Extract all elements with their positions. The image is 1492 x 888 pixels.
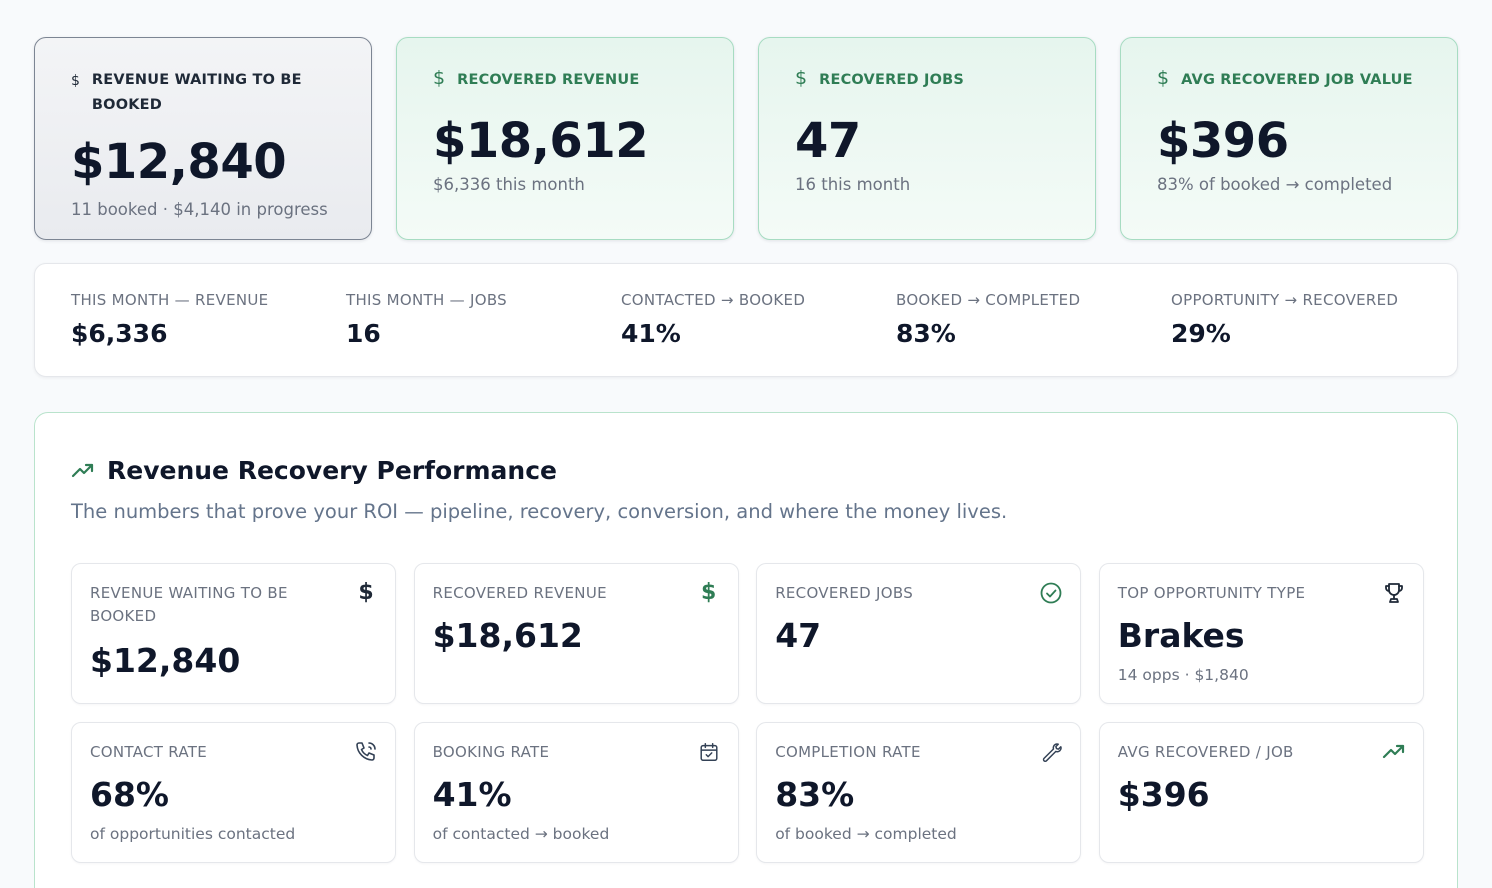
- stat-label: OPPORTUNITY → RECOVERED: [1171, 291, 1399, 309]
- hero-card-subtext: 83% of booked → completed: [1157, 175, 1393, 194]
- stat-this-month-jobs: THIS MONTH — JOBS 16: [346, 289, 621, 376]
- dollar-icon: $: [433, 67, 446, 89]
- dollar-icon: $: [1157, 67, 1170, 89]
- stat-value: $6,336: [71, 319, 168, 348]
- hero-card-label: RECOVERED JOBS: [819, 72, 965, 88]
- stat-value: 16: [346, 319, 381, 348]
- phone-icon: [353, 739, 379, 765]
- metric-value: $18,612: [432, 616, 583, 655]
- metric-value: $12,840: [90, 641, 241, 680]
- metric-subtext: 14 opps · $1,840: [1117, 666, 1249, 684]
- metric-card-grid: REVENUE WAITING TO BE BOOKED $12,840 $ R…: [71, 563, 1424, 863]
- stat-label: THIS MONTH — REVENUE: [71, 291, 269, 309]
- stat-booked-completed: BOOKED → COMPLETED 83%: [896, 289, 1171, 376]
- hero-card-recovered-revenue[interactable]: $ RECOVERED REVENUE $18,612 $6,336 this …: [396, 37, 734, 240]
- hero-card-header: $ AVG RECOVERED JOB VALUE: [1157, 67, 1423, 93]
- metric-card-top-opportunity-type[interactable]: TOP OPPORTUNITY TYPE Brakes 14 opps · $1…: [1098, 563, 1424, 704]
- metric-card-booking-rate[interactable]: BOOKING RATE 41% of contacted → booked: [413, 722, 739, 863]
- hero-card-recovered-jobs[interactable]: $ RECOVERED JOBS 47 16 this month: [758, 37, 1096, 240]
- stat-label: BOOKED → COMPLETED: [896, 291, 1081, 309]
- trending-up-icon: [71, 463, 94, 478]
- metric-subtext: of opportunities contacted: [90, 825, 296, 843]
- metric-value: 47: [775, 616, 822, 655]
- stat-label: THIS MONTH — JOBS: [346, 291, 507, 309]
- metric-value: 83%: [775, 775, 855, 814]
- calendar-check-icon: [696, 739, 722, 765]
- hero-card-header: $ RECOVERED REVENUE: [433, 67, 699, 93]
- hero-card-value: $396: [1157, 113, 1289, 169]
- metric-card-recovered-jobs[interactable]: RECOVERED JOBS 47: [756, 563, 1082, 704]
- stat-contacted-booked: CONTACTED → BOOKED 41%: [621, 289, 896, 376]
- stat-value: 29%: [1171, 319, 1231, 348]
- dollar-icon: $: [795, 67, 808, 89]
- hero-card-label: REVENUE WAITING TO BE BOOKED: [91, 72, 302, 113]
- dollar-icon: $: [358, 580, 374, 605]
- metric-label: COMPLETION RATE: [775, 743, 921, 761]
- stat-this-month-revenue: THIS MONTH — REVENUE $6,336: [71, 289, 346, 376]
- stat-value: 41%: [621, 319, 681, 348]
- stat-label: CONTACTED → BOOKED: [621, 291, 806, 309]
- wrench-icon: [1038, 739, 1064, 765]
- metric-label: RECOVERED REVENUE: [432, 584, 607, 602]
- trophy-icon: [1381, 580, 1407, 606]
- metric-card-revenue-waiting[interactable]: REVENUE WAITING TO BE BOOKED $12,840 $: [71, 563, 396, 704]
- dollar-green-icon: $: [700, 580, 717, 605]
- dollar-icon: $: [71, 73, 80, 89]
- trending-up-icon: [1381, 739, 1407, 765]
- panel-subtitle: The numbers that prove your ROI — pipeli…: [71, 500, 1008, 523]
- metric-subtext: of contacted → booked: [432, 825, 610, 843]
- metric-value: 41%: [432, 775, 512, 814]
- hero-card-label: RECOVERED REVENUE: [457, 72, 640, 88]
- revenue-recovery-performance-panel: Revenue Recovery Performance The numbers…: [34, 412, 1458, 888]
- panel-header: Revenue Recovery Performance: [71, 455, 557, 487]
- metric-value: $396: [1117, 775, 1210, 814]
- panel-title: Revenue Recovery Performance: [107, 456, 557, 485]
- metric-label: AVG RECOVERED / JOB: [1117, 743, 1294, 761]
- metric-card-completion-rate[interactable]: COMPLETION RATE 83% of booked → complete…: [756, 722, 1082, 863]
- hero-card-subtext: $6,336 this month: [433, 175, 585, 194]
- metric-subtext: of booked → completed: [775, 825, 957, 843]
- metric-card-recovered-revenue[interactable]: RECOVERED REVENUE $18,612 $: [413, 563, 739, 704]
- metric-label: BOOKING RATE: [432, 743, 550, 761]
- hero-card-revenue-waiting[interactable]: $ REVENUE WAITING TO BE BOOKED $12,840 1…: [34, 37, 372, 240]
- hero-card-header: $ RECOVERED JOBS: [795, 67, 1061, 93]
- check-circle-icon: [1038, 580, 1064, 606]
- hero-card-label: AVG RECOVERED JOB VALUE: [1181, 72, 1413, 88]
- metric-label: REVENUE WAITING TO BE BOOKED: [90, 584, 288, 625]
- metric-value: Brakes: [1117, 616, 1245, 655]
- hero-card-value: $12,840: [71, 134, 287, 190]
- conversion-stats-strip: THIS MONTH — REVENUE $6,336 THIS MONTH —…: [34, 263, 1458, 377]
- stat-opportunity-recovered: OPPORTUNITY → RECOVERED 29%: [1171, 289, 1446, 376]
- hero-card-avg-job-value[interactable]: $ AVG RECOVERED JOB VALUE $396 83% of bo…: [1120, 37, 1458, 240]
- metric-label: TOP OPPORTUNITY TYPE: [1117, 584, 1306, 602]
- hero-card-value: $18,612: [433, 113, 649, 169]
- hero-card-value: 47: [795, 113, 861, 169]
- metric-label: RECOVERED JOBS: [775, 584, 914, 602]
- metric-value: 68%: [90, 775, 169, 814]
- metric-card-contact-rate[interactable]: CONTACT RATE 68% of opportunities contac…: [71, 722, 396, 863]
- metric-label: CONTACT RATE: [90, 743, 208, 761]
- stat-value: 83%: [896, 319, 956, 348]
- hero-card-subtext: 16 this month: [795, 175, 911, 194]
- metric-card-avg-recovered-job[interactable]: AVG RECOVERED / JOB $396: [1098, 722, 1424, 863]
- hero-kpi-row: $ REVENUE WAITING TO BE BOOKED $12,840 1…: [34, 37, 1458, 240]
- hero-card-header: $ REVENUE WAITING TO BE BOOKED: [71, 68, 337, 118]
- hero-card-subtext: 11 booked · $4,140 in progress: [71, 200, 328, 219]
